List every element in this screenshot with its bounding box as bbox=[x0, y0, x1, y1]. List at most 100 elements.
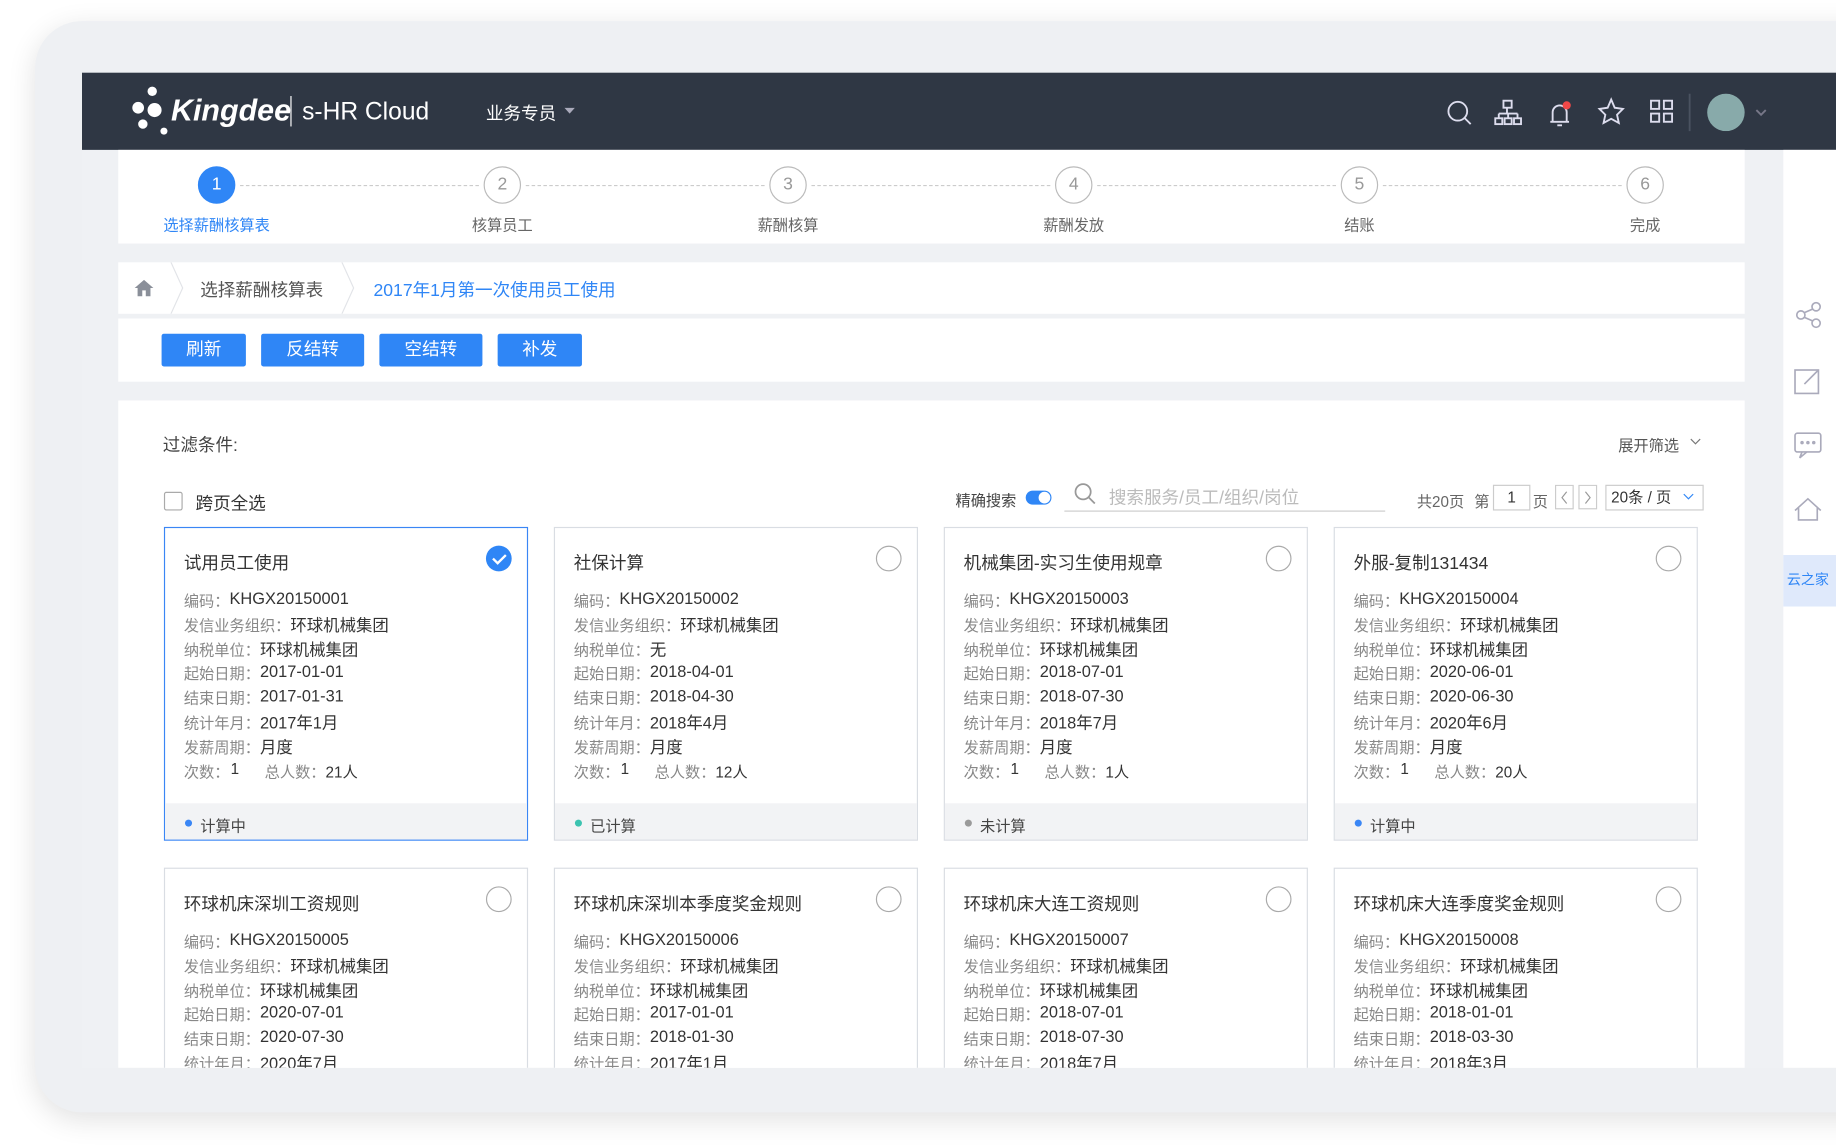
page-input[interactable]: 1 bbox=[1492, 484, 1531, 511]
card-title: 试用员工使用 bbox=[183, 553, 290, 574]
sidebar-icons[interactable] bbox=[1793, 300, 1828, 604]
field-label: 发信业务组织： bbox=[1353, 957, 1461, 976]
field-label: 起始日期： bbox=[573, 1006, 650, 1024]
step-connector bbox=[1382, 185, 1622, 187]
step-label: 结账 bbox=[1344, 216, 1375, 235]
total-value: 20人 bbox=[1495, 762, 1528, 781]
field-label: 统计年月： bbox=[573, 1054, 650, 1068]
header-icons[interactable] bbox=[1440, 93, 1791, 132]
card[interactable]: 社保计算 编码： KHGX20150002 发信业务组织： 环球机械集团 纳税单位：无起始… bbox=[553, 526, 919, 841]
button[interactable]: 反结转 bbox=[261, 333, 365, 367]
total-label: 总人数： bbox=[1044, 762, 1106, 781]
field-value: 2017年1月 bbox=[649, 1053, 729, 1068]
field-label: 起始日期： bbox=[1353, 1006, 1430, 1024]
total-value: 12人 bbox=[715, 762, 748, 781]
card-footer: 计算中 bbox=[165, 803, 527, 840]
radio bbox=[1265, 545, 1292, 572]
crumb-current: 2017年1月第一次使用员工使用 bbox=[373, 281, 616, 301]
field-value: 2018-07-01 bbox=[1039, 1002, 1124, 1022]
card-title: 外服-复制131434 bbox=[1353, 553, 1489, 574]
button[interactable]: 补发 bbox=[497, 333, 582, 367]
card[interactable]: 机械集团-实习生使用规章 编码： KHGX20150003 发信业务组织： 环球机械集团… bbox=[943, 526, 1308, 841]
field-label: 纳税单位： bbox=[963, 981, 1040, 1000]
crumb[interactable]: 选择薪酬核算表 bbox=[200, 281, 324, 301]
checkbox[interactable] bbox=[163, 491, 183, 511]
app: Kingdee s-HR Cloud 业务专员 1 选择薪酬核算表 2 核算员工 3 薪酬… bbox=[81, 72, 1836, 1068]
home-icon[interactable] bbox=[132, 276, 155, 299]
logo: Kingdee bbox=[170, 92, 292, 128]
field-label: 起始日期： bbox=[963, 1006, 1040, 1024]
field-label: 纳税单位： bbox=[1353, 981, 1430, 1000]
step-label: 选择薪酬核算表 bbox=[163, 216, 270, 235]
field-label: 纳税单位： bbox=[183, 981, 260, 1000]
card[interactable]: 试用员工使用 编码： KHGX20150001 发信业务组织： 环球机械集团 纳税单位：环… bbox=[163, 526, 529, 841]
field-label: 发信业务组织： bbox=[963, 957, 1071, 976]
field-label: 纳税单位： bbox=[1353, 641, 1430, 659]
field-label: 发信业务组织： bbox=[573, 616, 681, 635]
field-label: 编码： bbox=[1353, 592, 1400, 611]
field-label: 统计年月： bbox=[963, 714, 1040, 732]
button[interactable]: 刷新 bbox=[161, 333, 246, 367]
card-title: 机械集团-实习生使用规章 bbox=[963, 553, 1163, 574]
card[interactable]: 环球机床深圳本季度奖金规则 编码： KHGX20150006 发信业务组织： 环球机械集… bbox=[553, 867, 919, 1068]
card[interactable]: 环球机床深圳工资规则 编码： KHGX20150005 发信业务组织： 环球机械集团 纳税… bbox=[163, 867, 529, 1068]
field-value: 环球机械集团 bbox=[259, 640, 359, 659]
caret bbox=[564, 107, 575, 114]
step-circle: 6 bbox=[1626, 166, 1664, 204]
step-circle: 5 bbox=[1340, 166, 1379, 204]
role-menu[interactable]: 业务专员 bbox=[485, 104, 557, 125]
toolbar: 刷新 反结转 空结转 补发 bbox=[118, 318, 1745, 382]
search-box[interactable] bbox=[1064, 478, 1386, 512]
field-label: 纳税单位： bbox=[573, 641, 650, 659]
field-label: 编码： bbox=[963, 933, 1010, 951]
field-value: 环球机械集团 bbox=[649, 980, 749, 1000]
card[interactable]: 外服-复制131434 编码： KHGX20150004 发信业务组织： 环球机械集团纳… bbox=[1333, 526, 1698, 841]
count-value: 1 bbox=[620, 759, 630, 778]
card[interactable]: 环球机床大连季度奖金规则 编码： KHGX20150008 发信业务组织： 环球机械集团… bbox=[1333, 867, 1698, 1068]
field-value: 月度 bbox=[1039, 737, 1073, 757]
field-label: 起始日期： bbox=[183, 1006, 260, 1024]
card[interactable]: 环球机床大连工资规则 编码： KHGX20150007 发信业务组织： 环球机械集团 纳税… bbox=[943, 867, 1308, 1068]
sidebar-label: 云之家 bbox=[1786, 571, 1829, 588]
field-value: 环球机械集团 bbox=[1429, 640, 1529, 659]
total-label: 总人数： bbox=[654, 762, 716, 781]
exact-search-label: 精确搜索 bbox=[955, 491, 1017, 510]
search-icon bbox=[1074, 483, 1096, 505]
field-value: KHGX20150004 bbox=[1399, 588, 1519, 608]
page-size[interactable]: 20条 / 页 bbox=[1605, 484, 1704, 511]
toggle[interactable] bbox=[1025, 490, 1052, 505]
status: 未计算 bbox=[980, 817, 1026, 835]
field-label: 编码： bbox=[183, 592, 230, 611]
step-circle: 1 bbox=[197, 166, 236, 204]
page-suffix: 页 bbox=[1532, 492, 1548, 511]
filter-label: 过滤条件: bbox=[162, 435, 238, 456]
field-value: 2018-04-30 bbox=[649, 686, 734, 706]
count-label: 次数： bbox=[573, 762, 620, 781]
pager-arrows[interactable] bbox=[1554, 484, 1602, 511]
expand-filter[interactable]: 展开筛选 bbox=[1618, 436, 1680, 455]
radio bbox=[485, 886, 512, 913]
field-value: KHGX20150001 bbox=[229, 588, 349, 608]
field-label: 起始日期： bbox=[963, 665, 1040, 684]
field-label: 发信业务组织： bbox=[573, 957, 681, 976]
status: 计算中 bbox=[1369, 817, 1416, 835]
field-label: 结束日期： bbox=[1353, 689, 1430, 708]
count-label: 次数： bbox=[963, 762, 1010, 781]
field-value: 2018-07-01 bbox=[1039, 662, 1124, 681]
crumb-sep bbox=[341, 262, 355, 314]
field-value: 2018-03-30 bbox=[1429, 1027, 1514, 1046]
sidebar-active[interactable] bbox=[1783, 555, 1836, 607]
card-title: 社保计算 bbox=[573, 553, 645, 574]
field-value: 环球机械集团 bbox=[1429, 980, 1529, 1000]
button[interactable]: 空结转 bbox=[379, 333, 483, 367]
step-circle: 4 bbox=[1054, 166, 1093, 204]
field-value: 2020年6月 bbox=[1429, 713, 1509, 732]
step-label: 薪酬核算 bbox=[757, 216, 819, 235]
field-value: 2020-06-01 bbox=[1429, 662, 1514, 681]
field-value: 2017-01-01 bbox=[649, 1002, 734, 1022]
radio-checked bbox=[485, 545, 512, 572]
step-connector bbox=[811, 185, 1051, 187]
radio bbox=[1265, 886, 1292, 913]
field-label: 统计年月： bbox=[183, 714, 260, 732]
